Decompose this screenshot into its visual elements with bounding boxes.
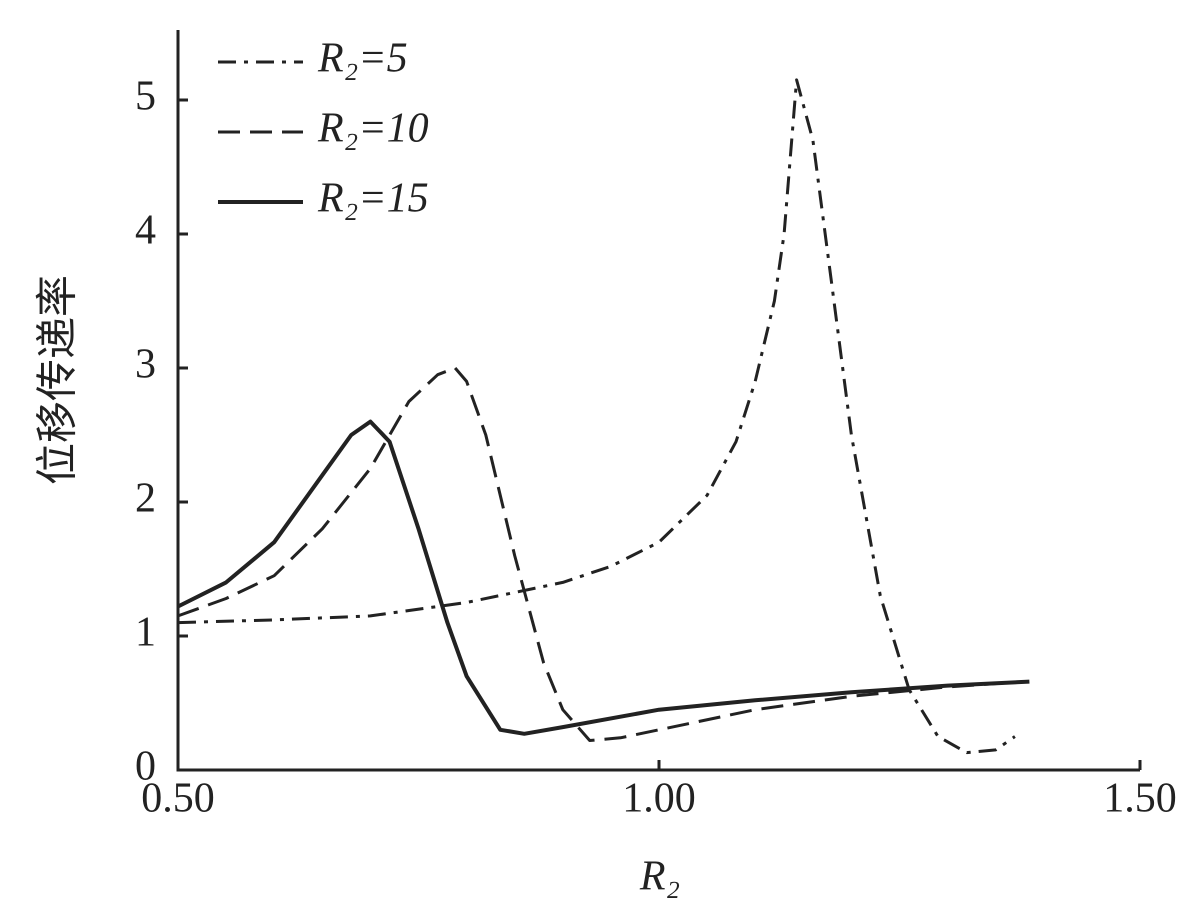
x-tick-label: 1.00: [622, 776, 696, 822]
y-tick-label: 4: [135, 208, 156, 254]
y-axis-label: 位移传递率: [35, 275, 82, 485]
y-tick-label: 0: [135, 744, 156, 790]
series-line: [177, 78, 1016, 755]
y-tick-label: 3: [135, 342, 156, 388]
x-tick-label: 0.50: [141, 776, 215, 822]
x-axis-label: R₂: [639, 854, 680, 900]
legend-label: R₂=10: [317, 106, 429, 152]
y-tick-label: 2: [135, 476, 156, 522]
y-tick-label: 1: [135, 610, 156, 656]
legend-label: R₂=5: [317, 36, 408, 82]
legend-label: R₂=15: [317, 176, 429, 222]
y-tick-label: 5: [135, 74, 156, 120]
x-tick-label: 1.50: [1103, 776, 1177, 822]
series-line: [177, 366, 1025, 742]
series-line: [177, 419, 1030, 736]
